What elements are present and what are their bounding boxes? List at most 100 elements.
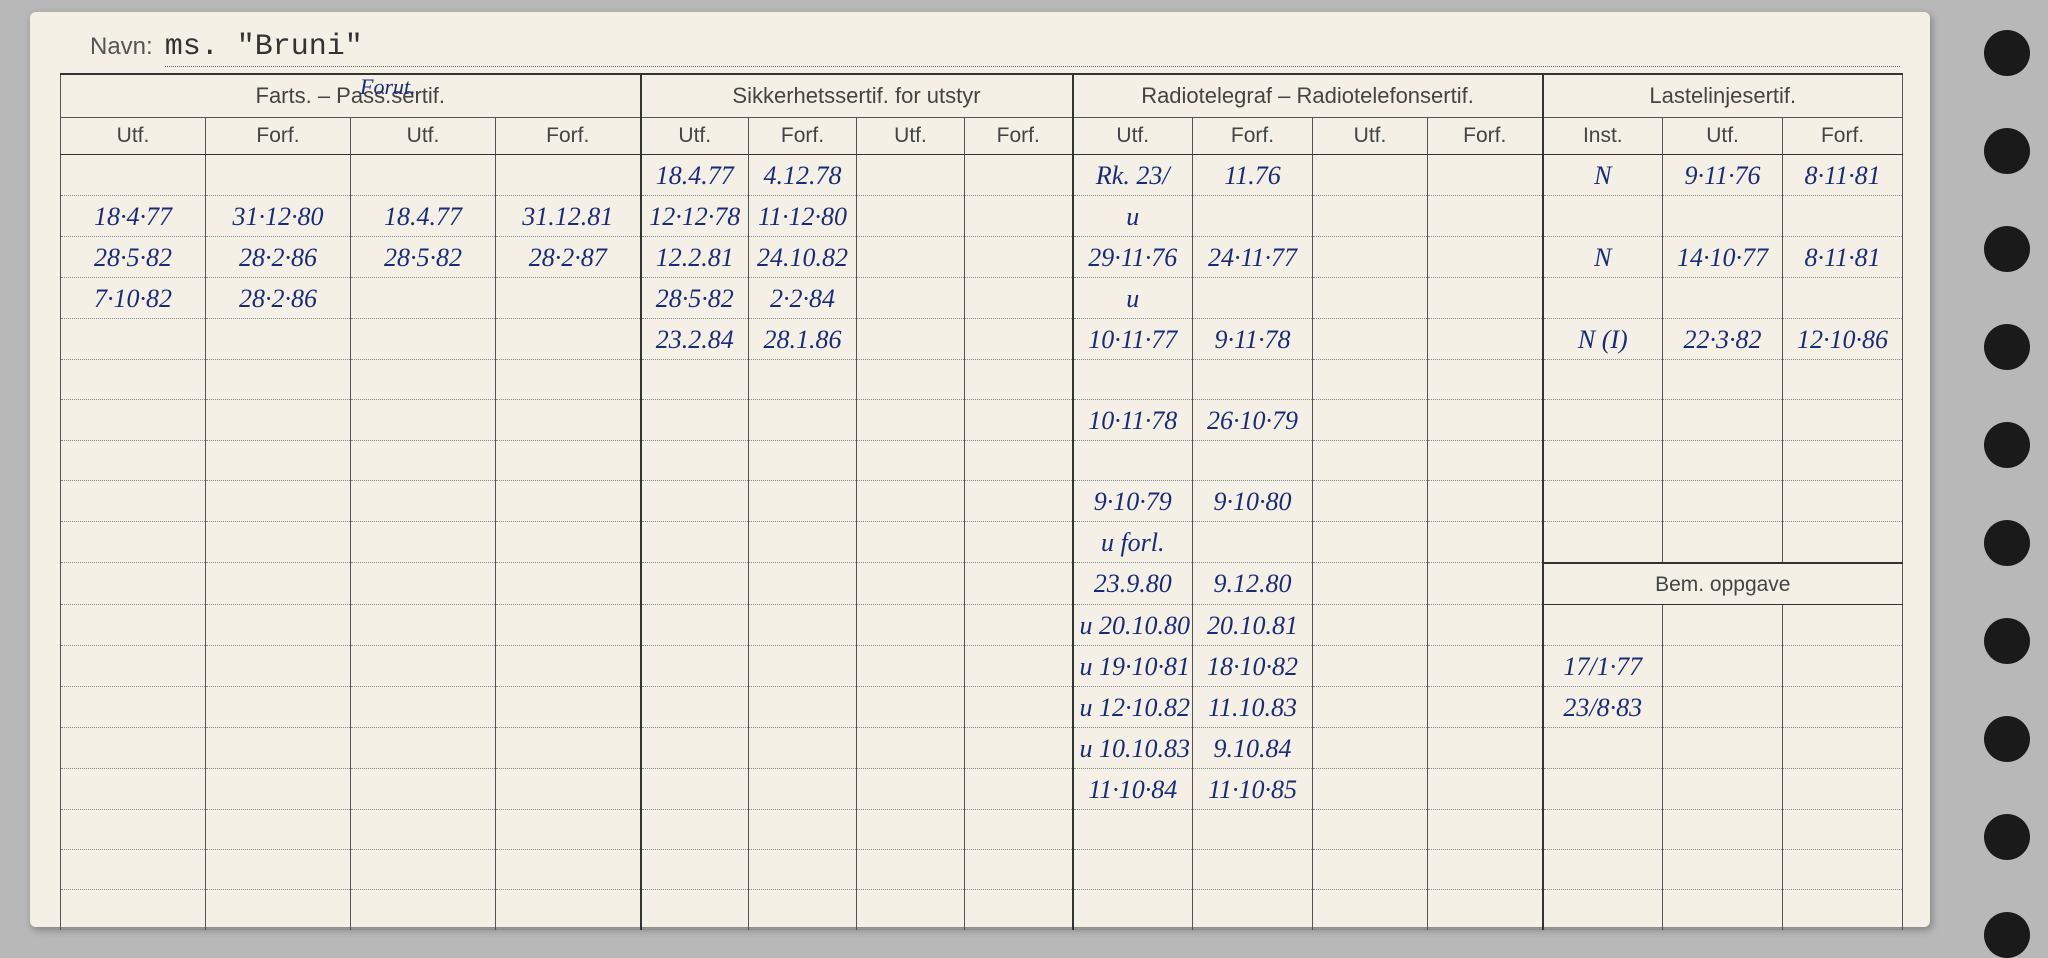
- cell: [749, 563, 857, 605]
- cell: [496, 889, 641, 929]
- punch-holes: [1984, 30, 2030, 958]
- cell: [206, 481, 351, 522]
- cell: [1313, 522, 1428, 563]
- certificate-table: Farts. – Pass.sertif. Sikkerhetssertif. …: [60, 73, 1903, 930]
- cell: u 19·10·81: [1073, 645, 1193, 686]
- table-row: [61, 849, 1903, 889]
- cell: [351, 563, 496, 605]
- cell: 11·12·80: [749, 196, 857, 237]
- sub-forf: Forf.: [749, 118, 857, 155]
- cell: [1663, 686, 1783, 727]
- sub-forf: Forf.: [1783, 118, 1903, 155]
- cell: [61, 441, 206, 481]
- cell: [1428, 645, 1543, 686]
- cell: [1543, 400, 1663, 441]
- table-row: 10·11·7826·10·79: [61, 400, 1903, 441]
- cell: 28·2·86: [206, 278, 351, 319]
- cell: 28·5·82: [61, 237, 206, 278]
- hdr-radio: Radiotelegraf – Radiotelefonsertif.: [1073, 74, 1543, 118]
- cell: [206, 563, 351, 605]
- punch-hole: [1984, 912, 2030, 958]
- cell: [1783, 441, 1903, 481]
- bem-header: Bem. oppgave: [1543, 563, 1903, 605]
- cell: [857, 278, 965, 319]
- cell: [857, 563, 965, 605]
- cell: [351, 686, 496, 727]
- cell: [1783, 686, 1903, 727]
- cell: [641, 360, 749, 400]
- cell: [1313, 889, 1428, 929]
- cell: [1543, 196, 1663, 237]
- cell: [641, 686, 749, 727]
- cell: Rk. 23/: [1073, 155, 1193, 196]
- cell: u 20.10.80: [1073, 604, 1193, 645]
- cell: 2·2·84: [749, 278, 857, 319]
- cell: [206, 727, 351, 768]
- cell: [965, 481, 1073, 522]
- cell: [206, 155, 351, 196]
- cell: [749, 727, 857, 768]
- cell: [857, 604, 965, 645]
- cell: [1428, 278, 1543, 319]
- cell: [496, 727, 641, 768]
- table-row: [61, 441, 1903, 481]
- cell: [965, 768, 1073, 809]
- cell: [1073, 441, 1193, 481]
- cell: [1543, 522, 1663, 563]
- sub-utf: Utf.: [1663, 118, 1783, 155]
- cell: 9.10.84: [1193, 727, 1313, 768]
- cell: [1543, 727, 1663, 768]
- cell: [1663, 889, 1783, 929]
- cell: [1663, 604, 1783, 645]
- cell: [1193, 360, 1313, 400]
- cell: [1428, 563, 1543, 605]
- cell: [857, 319, 965, 360]
- cell: [1543, 809, 1663, 849]
- cell: [749, 849, 857, 889]
- cell: [749, 809, 857, 849]
- cell: [1663, 645, 1783, 686]
- cell: [641, 400, 749, 441]
- cell: [351, 441, 496, 481]
- sub-utf: Utf.: [857, 118, 965, 155]
- cell: [1663, 196, 1783, 237]
- cell: [1193, 196, 1313, 237]
- table-row: [61, 889, 1903, 929]
- cell: 11.76: [1193, 155, 1313, 196]
- cell: [496, 360, 641, 400]
- cell: 12·12·78: [641, 196, 749, 237]
- cell: [857, 481, 965, 522]
- cell: [351, 727, 496, 768]
- cell: [749, 768, 857, 809]
- cell: [857, 686, 965, 727]
- cell: [1783, 849, 1903, 889]
- cell: [351, 522, 496, 563]
- cell: [1193, 278, 1313, 319]
- cell: [351, 278, 496, 319]
- table-body: 18.4.774.12.78Rk. 23/11.76N9·11·768·11·8…: [61, 155, 1903, 930]
- cell: 28·2·86: [206, 237, 351, 278]
- cell: [641, 481, 749, 522]
- cell: [1663, 522, 1783, 563]
- cell: 7·10·82: [61, 278, 206, 319]
- cell: 11.10.83: [1193, 686, 1313, 727]
- cell: [1313, 360, 1428, 400]
- cell: 31.12.81: [496, 196, 641, 237]
- cell: [351, 604, 496, 645]
- cell: [61, 849, 206, 889]
- hdr-sikkerhet: Sikkerhetssertif. for utstyr: [641, 74, 1073, 118]
- cell: [965, 360, 1073, 400]
- cell: [496, 849, 641, 889]
- cell: [1313, 196, 1428, 237]
- cell: [641, 768, 749, 809]
- cell: [206, 441, 351, 481]
- table-row: 18·4·7731·12·8018.4.7731.12.8112·12·7811…: [61, 196, 1903, 237]
- cell: [965, 809, 1073, 849]
- punch-hole: [1984, 30, 2030, 76]
- cell: [965, 563, 1073, 605]
- cell: [351, 889, 496, 929]
- cell: [1783, 809, 1903, 849]
- cell: [641, 522, 749, 563]
- cell: [857, 360, 965, 400]
- cell: [1783, 768, 1903, 809]
